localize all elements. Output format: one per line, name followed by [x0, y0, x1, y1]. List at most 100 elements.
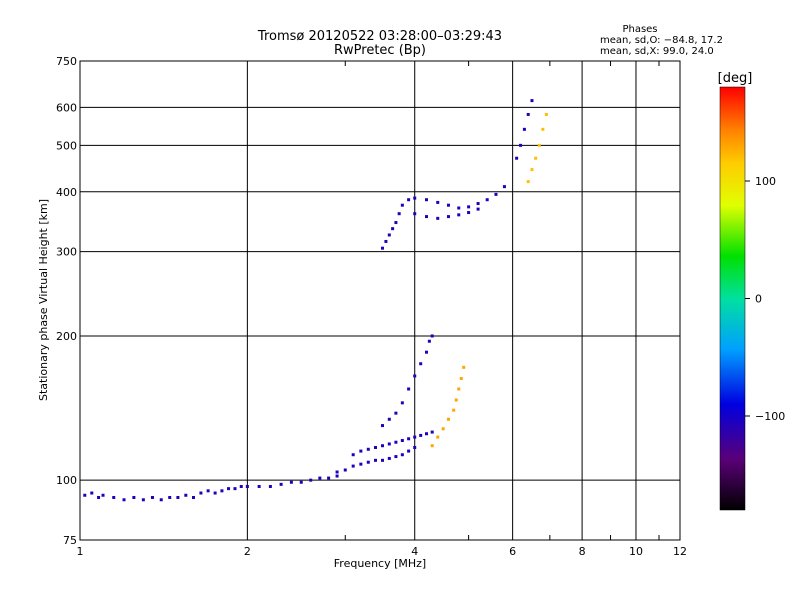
data-point	[176, 495, 180, 499]
data-point	[206, 489, 210, 493]
data-point	[425, 432, 429, 436]
data-point	[380, 458, 384, 462]
data-point	[359, 462, 363, 466]
y-tick-label: 750	[56, 55, 77, 68]
data-point	[457, 387, 461, 391]
data-point	[515, 156, 519, 160]
data-point	[425, 198, 429, 202]
data-points	[83, 99, 548, 502]
x-tick-label: 10	[629, 545, 643, 558]
chart-title: Tromsø 20120522 03:28:00–03:29:43	[257, 29, 502, 44]
data-point	[397, 212, 401, 216]
x-tick-label: 1	[77, 545, 84, 558]
data-point	[419, 362, 423, 366]
colorbar-tick-label: 100	[755, 175, 776, 188]
x-tick-label: 8	[579, 545, 586, 558]
data-point	[83, 493, 87, 497]
data-point	[467, 205, 471, 209]
data-point	[387, 233, 391, 237]
data-point	[430, 444, 434, 448]
data-point	[351, 453, 355, 457]
data-point	[309, 478, 313, 482]
data-point	[373, 458, 377, 462]
data-point	[485, 198, 489, 202]
colorbar	[719, 86, 746, 511]
data-point	[425, 215, 429, 219]
colorbar-tick-label: −100	[755, 410, 785, 423]
data-point	[413, 445, 417, 449]
data-point	[534, 156, 538, 160]
data-point	[268, 484, 272, 488]
data-point	[459, 377, 463, 381]
data-point	[526, 180, 530, 184]
data-point	[400, 453, 404, 457]
data-point	[413, 435, 417, 439]
data-point	[446, 203, 450, 207]
data-point	[184, 493, 188, 497]
y-tick-label: 200	[56, 330, 77, 343]
data-point	[407, 449, 411, 453]
plot-area	[79, 60, 681, 541]
data-point	[544, 112, 548, 116]
data-point	[159, 498, 163, 502]
data-point	[90, 491, 94, 495]
data-point	[526, 112, 530, 116]
data-point	[476, 202, 480, 206]
data-point	[97, 495, 101, 499]
data-point	[335, 470, 339, 474]
data-point	[220, 489, 224, 493]
data-point	[112, 495, 116, 499]
data-point	[457, 206, 461, 210]
data-point	[239, 484, 243, 488]
data-point	[122, 498, 126, 502]
colorbar-tick-label: 0	[755, 293, 762, 306]
data-point	[419, 433, 423, 437]
data-point	[400, 439, 404, 443]
data-point	[430, 430, 434, 434]
y-tick-label: 75	[63, 534, 77, 547]
data-point	[537, 143, 541, 147]
x-tick-label: 12	[673, 545, 687, 558]
data-point	[530, 99, 534, 103]
data-point	[327, 476, 331, 480]
x-axis-label: Frequency [MHz]	[334, 557, 426, 570]
data-point	[191, 495, 195, 499]
data-point	[407, 198, 411, 202]
data-point	[199, 491, 203, 495]
data-point	[387, 417, 391, 421]
data-point	[530, 168, 534, 172]
x-tick-label: 4	[411, 545, 418, 558]
data-point	[436, 435, 440, 439]
data-point	[380, 246, 384, 250]
data-point	[407, 387, 411, 391]
data-point	[454, 398, 458, 402]
data-point	[380, 444, 384, 448]
data-point	[380, 424, 384, 428]
colorbar-ticks: 100 0 −100	[745, 175, 785, 423]
data-point	[446, 417, 450, 421]
y-tick-label: 600	[56, 101, 77, 114]
data-point	[425, 350, 429, 354]
data-point	[233, 487, 237, 491]
data-point	[413, 196, 417, 200]
data-point	[289, 480, 293, 484]
data-point	[494, 192, 498, 196]
data-point	[413, 374, 417, 378]
data-point	[467, 211, 471, 215]
data-point	[519, 143, 523, 147]
data-point	[318, 476, 322, 480]
data-point	[400, 203, 404, 207]
data-point	[387, 442, 391, 446]
data-point	[387, 456, 391, 460]
phases-title: Phases	[622, 24, 657, 35]
data-point	[502, 185, 506, 189]
data-point	[384, 239, 388, 243]
data-point	[541, 127, 545, 131]
data-point	[413, 212, 417, 216]
data-point	[394, 455, 398, 459]
y-tick-label: 500	[56, 139, 77, 152]
colorbar-label: [deg]	[718, 71, 753, 86]
data-point	[407, 437, 411, 441]
data-point	[351, 464, 355, 468]
x-tick-labels: 1 2 4 6 8 10 12	[77, 545, 688, 558]
